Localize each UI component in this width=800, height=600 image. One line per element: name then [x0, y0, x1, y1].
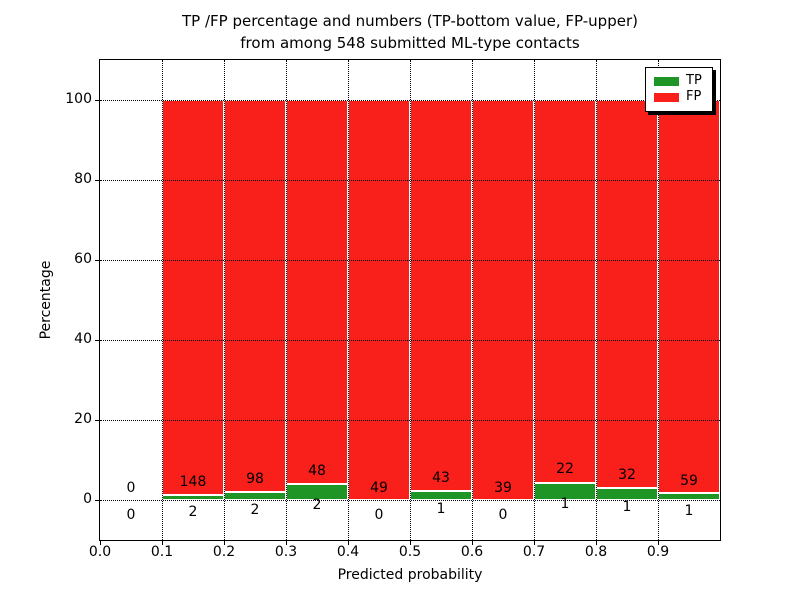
- y-tick-label: 20: [74, 411, 92, 427]
- x-tick-label: 0.8: [584, 544, 608, 560]
- x-axis-tick: [410, 541, 411, 545]
- bar-segment-fp: [224, 100, 286, 492]
- legend: TP FP: [645, 67, 713, 112]
- x-axis-tick: [286, 541, 287, 545]
- fp-count-label: 0: [126, 480, 136, 496]
- tp-count-label: 1: [436, 501, 446, 517]
- tp-count-label: 0: [126, 507, 136, 523]
- tp-count-label: 2: [188, 504, 198, 520]
- x-axis-tick: [596, 541, 597, 545]
- x-axis-tick: [162, 541, 163, 545]
- legend-label-tp: TP: [686, 73, 702, 88]
- x-tick-label: 0.6: [460, 544, 484, 560]
- bar-segment-fp: [286, 100, 348, 484]
- x-axis-tick: [348, 541, 349, 545]
- bar-segment-fp: [162, 100, 224, 495]
- y-tick-label: 0: [83, 491, 92, 507]
- x-axis-tick: [658, 541, 659, 545]
- gridline-vertical: [162, 60, 163, 540]
- x-axis-label: Predicted probability: [337, 567, 483, 583]
- x-axis-tick: [472, 541, 473, 545]
- x-tick-label: 0.0: [88, 544, 112, 560]
- gridline-vertical: [534, 60, 535, 540]
- fp-count-label: 48: [308, 463, 326, 479]
- gridline-vertical: [658, 60, 659, 540]
- x-axis-tick: [534, 541, 535, 545]
- bar-segment-fp: [348, 100, 410, 500]
- fp-count-label: 98: [246, 471, 264, 487]
- chart-title-line2: from among 548 submitted ML-type contact…: [240, 34, 580, 52]
- y-axis-tick: [95, 420, 99, 421]
- y-axis-tick: [95, 340, 99, 341]
- tp-count-label: 0: [374, 507, 384, 523]
- y-tick-label: 60: [74, 251, 92, 267]
- gridline-vertical: [348, 60, 349, 540]
- y-axis-tick: [95, 100, 99, 101]
- gridline-vertical: [596, 60, 597, 540]
- fp-count-label: 43: [432, 470, 450, 486]
- fp-count-label: 49: [370, 480, 388, 496]
- tp-count-label: 2: [250, 502, 260, 518]
- bar-segment-fp: [596, 100, 658, 488]
- y-tick-label: 100: [65, 91, 92, 107]
- y-axis-tick: [95, 260, 99, 261]
- fp-swatch-icon: [654, 92, 679, 102]
- bar-segment-tp: [410, 491, 472, 500]
- bar-segment-fp: [410, 100, 472, 491]
- y-tick-label: 40: [74, 331, 92, 347]
- x-axis-tick: [224, 541, 225, 545]
- plot-area: 0 0 148 2 98 2 48 2 49 0 43 1 39 0 22 1 32 1 59 1: [99, 59, 721, 541]
- bar-segment-fp: [658, 100, 720, 493]
- legend-item-tp: TP: [654, 73, 712, 89]
- gridline-vertical: [286, 60, 287, 540]
- x-tick-label: 0.3: [274, 544, 298, 560]
- tp-count-label: 0: [498, 507, 508, 523]
- x-tick-label: 0.7: [522, 544, 546, 560]
- tp-count-label: 2: [312, 497, 322, 513]
- fp-count-label: 32: [618, 467, 636, 483]
- bar-segment-tp: [224, 492, 286, 500]
- fp-count-label: 22: [556, 461, 574, 477]
- bar-segment-fp: [472, 100, 534, 500]
- bar-segment-fp: [534, 100, 596, 483]
- x-tick-label: 0.2: [212, 544, 236, 560]
- y-axis-tick: [95, 500, 99, 501]
- x-tick-label: 0.5: [398, 544, 422, 560]
- legend-label-fp: FP: [686, 89, 702, 104]
- x-axis-tick: [100, 541, 101, 545]
- fp-count-label: 39: [494, 480, 512, 496]
- tp-count-label: 1: [560, 496, 570, 512]
- x-tick-label: 0.4: [336, 544, 360, 560]
- gridline-vertical: [224, 60, 225, 540]
- fp-count-label: 148: [179, 474, 207, 490]
- tp-swatch-icon: [654, 76, 679, 86]
- chart-title: TP /FP percentage and numbers (TP-bottom…: [110, 10, 710, 54]
- tp-count-label: 1: [622, 499, 632, 515]
- fp-count-label: 59: [680, 473, 698, 489]
- legend-item-fp: FP: [654, 89, 712, 105]
- y-axis-tick: [95, 180, 99, 181]
- x-tick-label: 0.9: [646, 544, 670, 560]
- gridline-vertical: [472, 60, 473, 540]
- gridline-vertical: [410, 60, 411, 540]
- y-tick-label: 80: [74, 171, 92, 187]
- tp-count-label: 1: [684, 503, 694, 519]
- bar-segment-tp: [658, 493, 720, 500]
- chart-title-line1: TP /FP percentage and numbers (TP-bottom…: [182, 12, 638, 30]
- x-tick-label: 0.1: [150, 544, 174, 560]
